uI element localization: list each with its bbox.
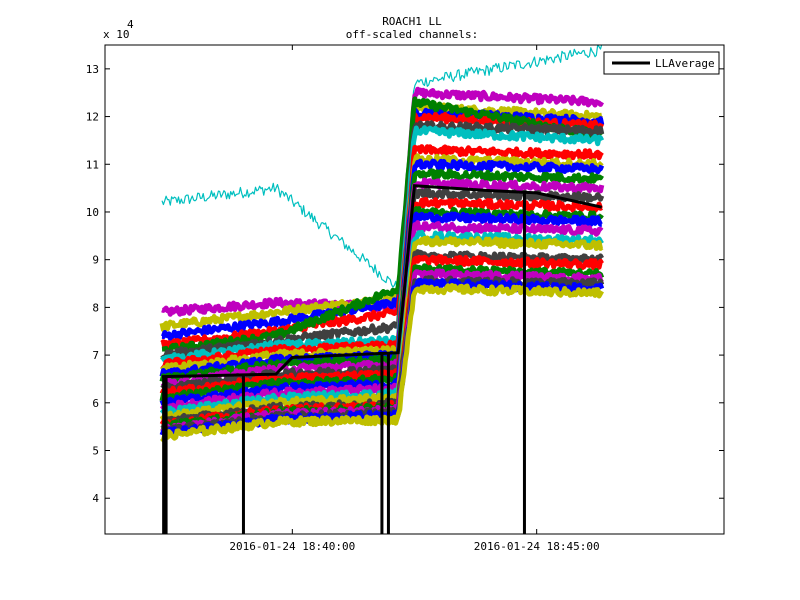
x-tick-label: 2016-01-24 18:45:00	[474, 540, 600, 553]
y-tick-label: 12	[86, 111, 99, 124]
legend-label-llaverage: LLAverage	[655, 57, 715, 70]
y-tick-label: 11	[86, 158, 99, 171]
y-tick-label: 9	[92, 254, 99, 267]
channel-trace-1	[161, 45, 603, 291]
y-axis-exponent-power: 4	[127, 18, 134, 31]
series-line-llaverage	[161, 184, 603, 379]
y-tick-label: 8	[92, 301, 99, 314]
y-tick-label: 5	[92, 445, 99, 458]
y-axis: 4 5 6 7 8 9 10 11 12 13	[86, 63, 724, 505]
channel-trace-4	[160, 107, 605, 341]
axes-box	[104, 44, 725, 535]
y-tick-label: 7	[92, 349, 99, 362]
y-tick-label: 6	[92, 397, 99, 410]
y-tick-label: 10	[86, 206, 99, 219]
chart-subtitle: off-scaled channels:	[346, 28, 478, 41]
plot-area	[159, 45, 605, 534]
legend: LLAverage	[603, 51, 720, 75]
x-axis: 2016-01-24 18:40:00 2016-01-24 18:45:00	[229, 45, 600, 553]
y-tick-label: 13	[86, 63, 99, 76]
y-axis-exponent-base: x 10	[103, 28, 130, 41]
x-tick-label: 2016-01-24 18:40:00	[229, 540, 355, 553]
chart-title: ROACH1 LL	[382, 15, 442, 28]
y-tick-label: 4	[92, 492, 99, 505]
legend-box	[603, 51, 720, 75]
